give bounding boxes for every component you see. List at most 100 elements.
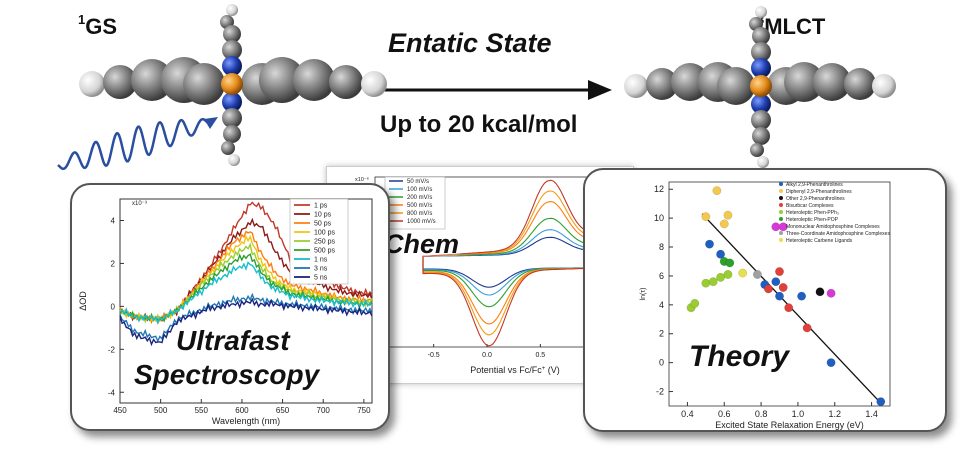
theory-data-point: [725, 258, 735, 268]
photon-wave-icon: [57, 117, 218, 171]
theory-data-point: [775, 267, 784, 277]
y-tick-label: -2: [656, 387, 664, 397]
theory-overlay: Theory: [689, 340, 790, 373]
legend-swatch: [779, 238, 783, 242]
x-tick-label: 0.8: [755, 409, 768, 419]
theory-data-point: [876, 397, 886, 407]
legend-label: 10 ps: [314, 212, 332, 219]
legend-label: Bisurbcar Complexes: [786, 203, 834, 209]
x-tick-label: 0.5: [535, 352, 545, 359]
theory-data-point: [705, 239, 714, 249]
ultrafast-xlabel: Wavelength (nm): [212, 416, 280, 426]
theory-data-point: [778, 283, 788, 292]
theory-data-point: [701, 278, 711, 288]
legend-swatch: [779, 196, 783, 200]
theory-data-point: [719, 219, 729, 229]
x-tick-label: 550: [195, 406, 209, 415]
echem-y-exponent: x10⁻⁶: [355, 176, 369, 183]
ultrafast-series-line: [119, 297, 373, 347]
legend-label: Three-Coordinate Amidophosphine Complexe…: [786, 231, 890, 237]
legend-label: 1 ns: [314, 257, 328, 264]
legend-swatch: [779, 224, 783, 228]
ultrafast-panel: 450 500 550 600 650 700 750 4 2 0 -2 -4 Wavelength (…: [70, 183, 390, 431]
legend-swatch: [779, 189, 783, 193]
copper-atom: [750, 75, 772, 97]
legend-label: 100 ps: [314, 230, 336, 237]
theory-data-point: [826, 358, 836, 368]
ultrafast-ylabel: ΔOD: [78, 291, 88, 311]
legend-label: 3 ns: [314, 266, 328, 273]
theory-chart: 0.4 0.6 0.8 1.0 1.2 1.4 12 10 8 6 4 2 0 -2 Excited Sta…: [640, 181, 890, 430]
theory-data-point: [797, 291, 807, 301]
excited-state-label: 3MLCT: [757, 12, 826, 39]
theory-data-point: [723, 270, 733, 279]
theory-panel: 0.4 0.6 0.8 1.0 1.2 1.4 12 10 8 6 4 2 0 -2 Excited Sta…: [583, 168, 947, 432]
echem-series-loop: [422, 201, 611, 325]
y-tick-label: 10: [654, 213, 664, 223]
legend-label: Heteroleptic Carbene Ligands: [786, 238, 853, 244]
legend-label: 500 mV/s: [407, 203, 432, 209]
arrow-title: Entatic State: [388, 28, 552, 58]
theory-data-point: [701, 212, 711, 222]
y-tick-label: 6: [659, 271, 664, 281]
y-tick-label: -2: [108, 345, 116, 354]
legend-label: Other 2,9-Phenanthrolines: [786, 196, 845, 202]
theory-data-point: [712, 186, 722, 196]
legend-label: 50 ps: [314, 221, 332, 228]
theory-data-point: [775, 291, 784, 301]
x-tick-label: 1.4: [865, 409, 878, 419]
legend-swatch: [779, 231, 783, 235]
legend-label: 500 ps: [314, 248, 336, 255]
y-tick-label: 4: [111, 216, 116, 225]
y-tick-label: 4: [659, 300, 664, 310]
legend-label: 100 mV/s: [407, 187, 432, 193]
theory-data-point: [723, 210, 733, 220]
theory-data-point: [802, 323, 812, 333]
theory-data-point: [690, 298, 700, 308]
x-tick-label: 700: [317, 406, 331, 415]
theory-xlabel: Excited State Relaxation Energy (eV): [715, 420, 864, 430]
x-tick-label: 500: [154, 406, 168, 415]
ultrafast-chart: 450 500 550 600 650 700 750 4 2 0 -2 -4 Wavelength (…: [78, 198, 373, 426]
arrow-subtitle: Up to 20 kcal/mol: [380, 111, 578, 138]
legend-swatch: [779, 210, 783, 214]
x-tick-label: -0.5: [428, 352, 440, 359]
legend-label: Heteroleptic Phen-POP: [786, 217, 839, 223]
echem-series-loop: [422, 190, 611, 336]
theory-data-point: [771, 222, 781, 232]
y-tick-label: -4: [108, 388, 116, 397]
legend-label: 50 mV/s: [407, 179, 429, 185]
horizontal-ligand: [624, 62, 896, 105]
theory-data-point: [716, 249, 725, 259]
legend-label: 200 mV/s: [407, 195, 432, 201]
x-tick-label: 0.6: [718, 409, 731, 419]
copper-atom: [221, 73, 243, 95]
legend-label: Alkyl 2,9-Phenanthrolines: [786, 182, 843, 188]
theory-data-point: [752, 270, 762, 279]
ultrafast-series-line: [119, 217, 373, 323]
x-tick-label: 750: [357, 406, 371, 415]
legend-label: 800 mV/s: [407, 211, 432, 217]
vertical-ligand: [220, 4, 242, 166]
vertical-ligand: [749, 6, 771, 168]
molecule-excited-state: [624, 6, 896, 168]
y-tick-label: 0: [111, 302, 116, 311]
y-tick-label: 0: [659, 358, 664, 368]
theory-data-point: [738, 268, 748, 278]
x-tick-label: 0.0: [482, 352, 492, 359]
legend-swatch: [779, 203, 783, 207]
molecule-ground-state: [79, 4, 387, 166]
theory-data-point: [784, 303, 794, 313]
ultrafast-series-line: [119, 261, 373, 325]
ultrafast-overlay-line2: Spectroscopy: [134, 359, 320, 390]
x-tick-label: 0.4: [681, 409, 694, 419]
theory-data-point: [716, 272, 725, 282]
y-tick-label: 8: [659, 242, 664, 252]
x-tick-label: 600: [235, 406, 249, 415]
legend-label: Mononuclear Amidophosphine Complexes: [786, 224, 880, 230]
horizontal-ligand: [79, 57, 387, 105]
y-tick-label: 2: [111, 259, 116, 268]
theory-data-point: [764, 284, 773, 294]
theory-data-point: [771, 277, 781, 287]
echem-series-loop: [422, 179, 611, 347]
